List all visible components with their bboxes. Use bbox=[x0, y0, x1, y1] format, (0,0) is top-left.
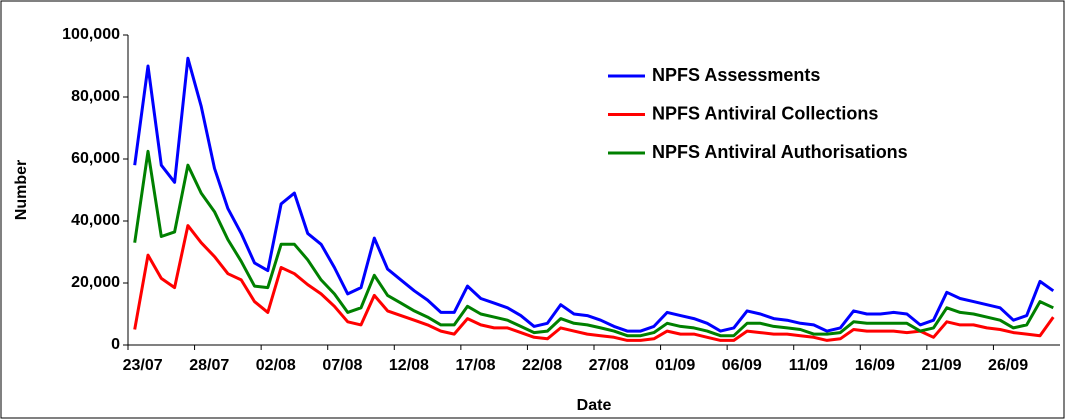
x-tick-label: 27/08 bbox=[589, 357, 629, 374]
x-tick-label: 28/07 bbox=[189, 357, 229, 374]
x-tick-label: 17/08 bbox=[455, 357, 495, 374]
y-axis-label: Number bbox=[13, 160, 30, 220]
x-tick-label: 26/09 bbox=[988, 357, 1028, 374]
x-tick-label: 02/08 bbox=[256, 357, 296, 374]
x-tick-label: 23/07 bbox=[123, 357, 163, 374]
y-tick-label: 20,000 bbox=[71, 274, 120, 291]
x-tick-label: 12/08 bbox=[389, 357, 429, 374]
x-tick-label: 01/09 bbox=[655, 357, 695, 374]
series-line bbox=[133, 224, 1055, 342]
x-axis-label: Date bbox=[577, 397, 612, 414]
y-tick-label: 80,000 bbox=[71, 88, 120, 105]
series-line bbox=[133, 149, 1054, 338]
x-tick-label: 22/08 bbox=[522, 357, 562, 374]
x-tick-label: 11/09 bbox=[789, 357, 828, 374]
x-tick-label: 07/08 bbox=[322, 357, 362, 374]
x-tick-label: 21/09 bbox=[921, 357, 961, 374]
x-tick-label: 06/09 bbox=[722, 357, 762, 374]
y-tick-label: 0 bbox=[111, 336, 120, 353]
y-tick-label: 100,000 bbox=[62, 26, 120, 43]
x-tick-label: 16/09 bbox=[855, 357, 895, 374]
y-tick-label: 60,000 bbox=[71, 150, 120, 167]
legend-label: NPFS Assessments bbox=[652, 65, 820, 85]
series-line bbox=[133, 56, 1055, 333]
legend-label: NPFS Antiviral Collections bbox=[652, 103, 878, 123]
y-tick-label: 40,000 bbox=[71, 212, 120, 229]
legend-label: NPFS Antiviral Authorisations bbox=[652, 142, 908, 162]
